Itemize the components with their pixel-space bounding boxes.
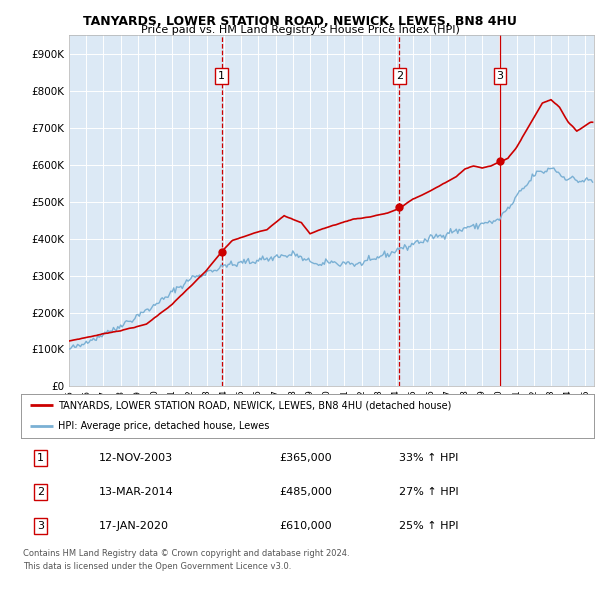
Text: TANYARDS, LOWER STATION ROAD, NEWICK, LEWES, BN8 4HU (detached house): TANYARDS, LOWER STATION ROAD, NEWICK, LE… [58,401,452,411]
Text: Contains HM Land Registry data © Crown copyright and database right 2024.: Contains HM Land Registry data © Crown c… [23,549,349,558]
Text: £610,000: £610,000 [279,522,332,531]
Text: 2: 2 [396,71,403,81]
Text: 1: 1 [218,71,225,81]
Text: Price paid vs. HM Land Registry's House Price Index (HPI): Price paid vs. HM Land Registry's House … [140,25,460,35]
Text: 3: 3 [497,71,503,81]
Text: 3: 3 [37,522,44,531]
Text: 33% ↑ HPI: 33% ↑ HPI [399,453,458,463]
Text: 27% ↑ HPI: 27% ↑ HPI [399,487,458,497]
Text: 13-MAR-2014: 13-MAR-2014 [99,487,174,497]
Text: TANYARDS, LOWER STATION ROAD, NEWICK, LEWES, BN8 4HU: TANYARDS, LOWER STATION ROAD, NEWICK, LE… [83,15,517,28]
Text: 12-NOV-2003: 12-NOV-2003 [99,453,173,463]
Text: 2: 2 [37,487,44,497]
Text: This data is licensed under the Open Government Licence v3.0.: This data is licensed under the Open Gov… [23,562,291,571]
Text: 17-JAN-2020: 17-JAN-2020 [99,522,169,531]
Text: 1: 1 [37,453,44,463]
Text: £365,000: £365,000 [279,453,332,463]
Text: HPI: Average price, detached house, Lewes: HPI: Average price, detached house, Lewe… [58,421,269,431]
Text: 25% ↑ HPI: 25% ↑ HPI [399,522,458,531]
Text: £485,000: £485,000 [279,487,332,497]
